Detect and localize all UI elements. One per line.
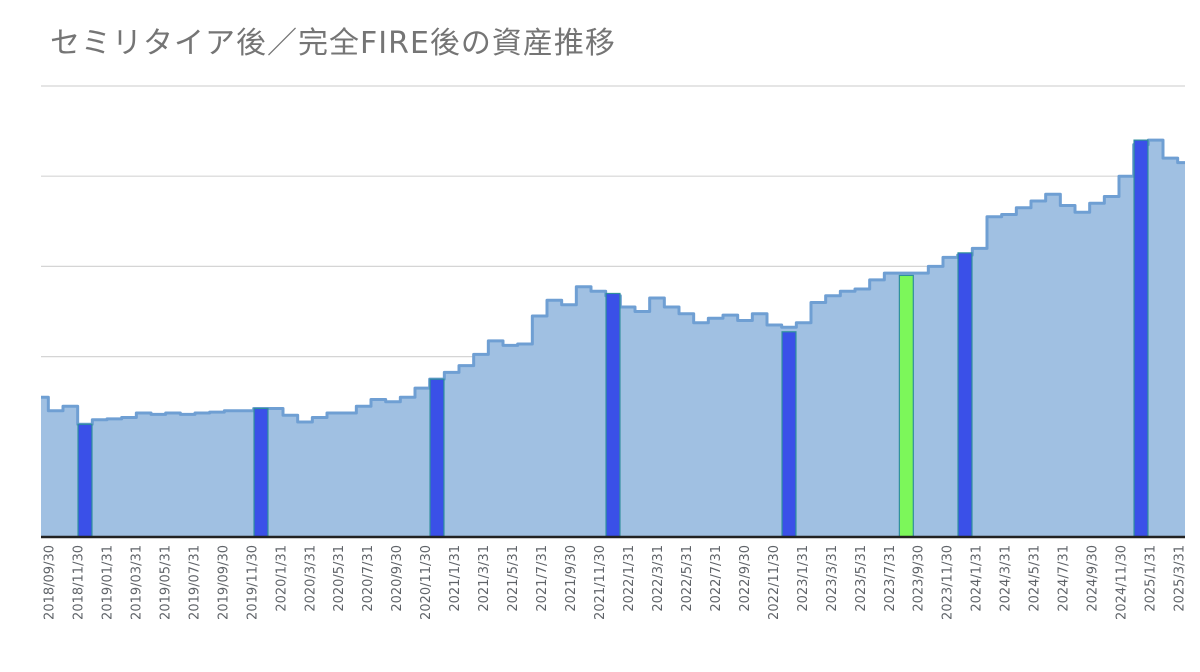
- chart-title: セミリタイア後／完全FIRE後の資産推移: [50, 26, 616, 61]
- x-tick-label: 2024/3/31: [999, 545, 1014, 612]
- highlight-bar-1: [77, 423, 93, 538]
- x-tick-label: 2024/11/30: [1115, 545, 1130, 620]
- x-tick-label: 2019/11/30: [245, 545, 260, 620]
- x-tick-label: 2018/09/30: [43, 545, 58, 620]
- x-tick-label: 2025/1/31: [1144, 545, 1159, 612]
- highlight-bar-3: [429, 378, 445, 538]
- highlight-bar-8: [1133, 139, 1149, 538]
- x-tick-label: 2022/3/31: [651, 545, 666, 612]
- x-tick-label: 2024/1/31: [970, 545, 985, 612]
- x-tick-label: 2019/01/31: [100, 545, 115, 620]
- x-tick-label: 2019/09/30: [216, 545, 231, 620]
- highlight-bar-6: [898, 274, 914, 538]
- x-tick-label: 2021/7/31: [535, 545, 550, 612]
- x-tick-label: 2025/3/31: [1173, 545, 1188, 612]
- x-tick-label: 2022/5/31: [680, 545, 695, 612]
- x-tick-label: 2020/3/31: [303, 545, 318, 612]
- x-tick-label: 2021/9/30: [564, 545, 579, 612]
- x-tick-label: 2022/7/31: [709, 545, 724, 612]
- x-tick-label: 2024/7/31: [1057, 545, 1072, 612]
- x-tick-label: 2022/11/30: [767, 545, 782, 620]
- x-tick-label: 2023/5/31: [854, 545, 869, 612]
- highlight-bar-2: [253, 407, 269, 538]
- x-tick-label: 2023/11/30: [941, 545, 956, 620]
- x-tick-label: 2019/03/31: [129, 545, 144, 620]
- x-tick-label: 2018/11/30: [71, 545, 86, 620]
- x-tick-label: 2020/7/31: [361, 545, 376, 612]
- x-tick-label: 2019/07/31: [187, 545, 202, 620]
- x-tick-label: 2024/9/30: [1086, 545, 1101, 612]
- x-tick-label: 2021/3/31: [477, 545, 492, 612]
- x-tick-label: 2020/5/31: [332, 545, 347, 612]
- x-tick-label: 2024/5/31: [1028, 545, 1043, 612]
- x-tick-label: 2023/9/30: [912, 545, 927, 612]
- x-tick-label: 2021/5/31: [506, 545, 521, 612]
- x-tick-label: 2022/9/30: [738, 545, 753, 612]
- x-tick-label: 2021/1/31: [448, 545, 463, 612]
- highlight-bar-4: [605, 292, 621, 538]
- x-tick-label: 2020/9/30: [390, 545, 405, 612]
- highlight-bar-5: [781, 331, 797, 538]
- highlight-bar-7: [957, 252, 973, 538]
- x-tick-label: 2022/1/31: [622, 545, 637, 612]
- x-tick-label: 2023/3/31: [825, 545, 840, 612]
- x-tick-label: 2021/11/30: [593, 545, 608, 620]
- x-tick-label: 2020/11/30: [419, 545, 434, 620]
- x-tick-label: 2019/05/31: [158, 545, 173, 620]
- x-tick-label: 2023/1/31: [796, 545, 811, 612]
- x-tick-label: 2023/7/31: [883, 545, 898, 612]
- x-tick-label: 2020/1/31: [274, 545, 289, 612]
